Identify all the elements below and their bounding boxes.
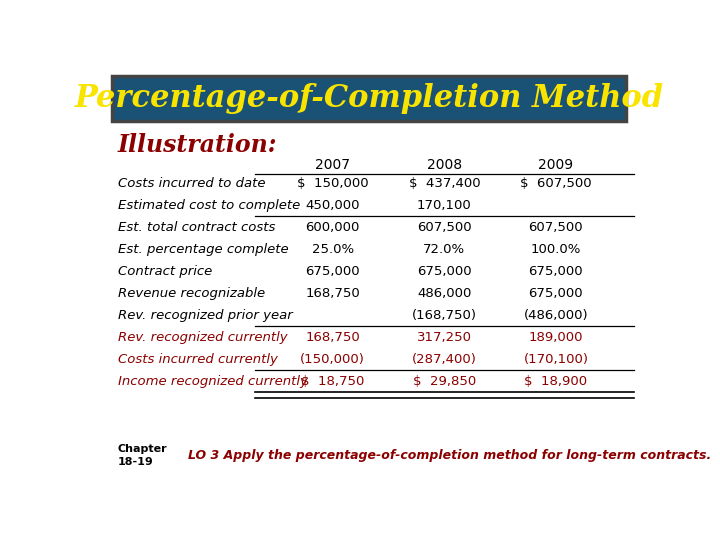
Text: 2008: 2008 <box>427 158 462 172</box>
Text: 2007: 2007 <box>315 158 350 172</box>
Text: $  29,850: $ 29,850 <box>413 375 476 388</box>
Text: Est. percentage complete: Est. percentage complete <box>118 243 289 256</box>
Text: 607,500: 607,500 <box>417 221 472 234</box>
Text: 600,000: 600,000 <box>305 221 360 234</box>
Text: 170,100: 170,100 <box>417 199 472 212</box>
Text: 189,000: 189,000 <box>528 331 583 344</box>
Text: LO 3 Apply the percentage-of-completion method for long-term contracts.: LO 3 Apply the percentage-of-completion … <box>188 449 711 462</box>
Text: (150,000): (150,000) <box>300 353 365 366</box>
Text: 168,750: 168,750 <box>305 331 360 344</box>
Text: Income recognized currently: Income recognized currently <box>118 375 307 388</box>
Text: 317,250: 317,250 <box>417 331 472 344</box>
Text: 72.0%: 72.0% <box>423 243 465 256</box>
Text: 607,500: 607,500 <box>528 221 583 234</box>
Text: 2009: 2009 <box>539 158 574 172</box>
Text: 675,000: 675,000 <box>417 265 472 278</box>
Text: $  437,400: $ 437,400 <box>408 177 480 190</box>
Text: 100.0%: 100.0% <box>531 243 581 256</box>
Text: Rev. recognized prior year: Rev. recognized prior year <box>118 309 292 322</box>
Text: (287,400): (287,400) <box>412 353 477 366</box>
Text: Chapter
18-19: Chapter 18-19 <box>118 444 168 467</box>
Text: (486,000): (486,000) <box>523 309 588 322</box>
Text: 675,000: 675,000 <box>528 265 583 278</box>
Text: 450,000: 450,000 <box>305 199 360 212</box>
Text: Illustration:: Illustration: <box>118 133 277 157</box>
Text: (170,100): (170,100) <box>523 353 588 366</box>
Text: $  18,900: $ 18,900 <box>524 375 588 388</box>
Text: (168,750): (168,750) <box>412 309 477 322</box>
Text: Estimated cost to complete: Estimated cost to complete <box>118 199 300 212</box>
Text: 25.0%: 25.0% <box>312 243 354 256</box>
Text: $  150,000: $ 150,000 <box>297 177 369 190</box>
Text: 486,000: 486,000 <box>417 287 472 300</box>
Text: Revenue recognizable: Revenue recognizable <box>118 287 265 300</box>
Text: Contract price: Contract price <box>118 265 212 278</box>
Text: $  18,750: $ 18,750 <box>301 375 364 388</box>
Text: $  607,500: $ 607,500 <box>520 177 592 190</box>
Text: Est. total contract costs: Est. total contract costs <box>118 221 275 234</box>
Text: Costs incurred to date: Costs incurred to date <box>118 177 266 190</box>
Text: Rev. recognized currently: Rev. recognized currently <box>118 331 287 344</box>
Text: 168,750: 168,750 <box>305 287 360 300</box>
Text: Percentage-of-Completion Method: Percentage-of-Completion Method <box>74 83 664 114</box>
Text: 675,000: 675,000 <box>528 287 583 300</box>
FancyBboxPatch shape <box>112 76 626 121</box>
Text: 675,000: 675,000 <box>305 265 360 278</box>
Text: Costs incurred currently: Costs incurred currently <box>118 353 278 366</box>
